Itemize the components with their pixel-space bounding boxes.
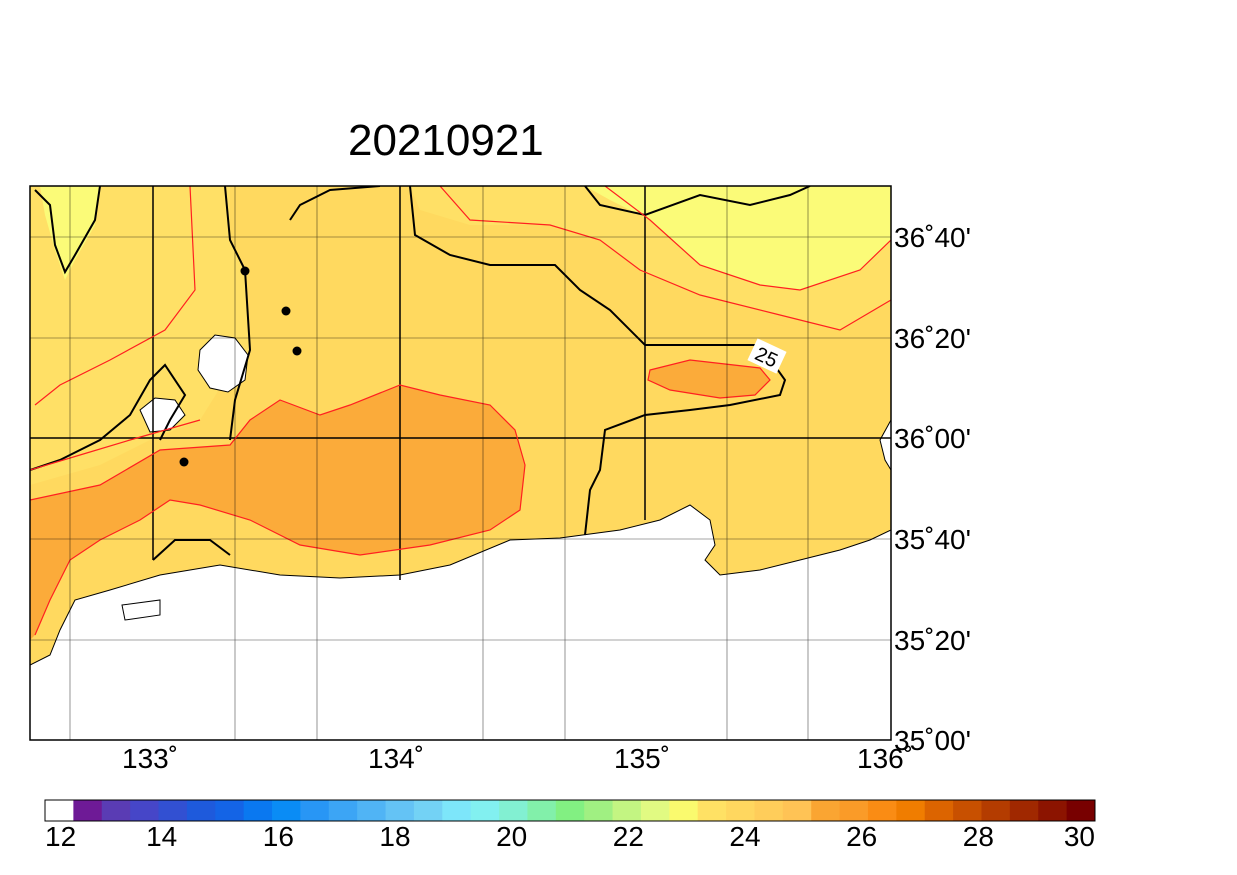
island-dogo bbox=[197, 334, 249, 393]
station-dots bbox=[179, 266, 302, 467]
colorbar-swatch bbox=[385, 800, 415, 821]
station-dot bbox=[179, 457, 189, 467]
station-dot bbox=[281, 306, 291, 316]
colorbar-swatch bbox=[811, 800, 841, 821]
map-field: 25 bbox=[30, 186, 891, 740]
colorbar bbox=[44, 799, 1096, 822]
lon-label-135: 135˚ bbox=[614, 743, 670, 774]
lon-label-136: 136˚ bbox=[857, 743, 913, 774]
colorbar-label: 18 bbox=[379, 821, 410, 852]
colorbar-swatch bbox=[754, 800, 784, 821]
colorbar-swatch bbox=[300, 800, 330, 821]
colorbar-label: 22 bbox=[613, 821, 644, 852]
longitude-axis: 133˚ 134˚ 135˚ 136˚ bbox=[122, 743, 913, 774]
sst-band-23-24-ne bbox=[585, 186, 891, 290]
map-frame bbox=[29, 185, 892, 741]
lon-label-134: 134˚ bbox=[368, 743, 424, 774]
colorbar-swatch bbox=[640, 800, 670, 821]
colorbar-swatch bbox=[186, 800, 216, 821]
colorbar-label: 16 bbox=[263, 821, 294, 852]
map-grid bbox=[30, 186, 891, 740]
map-title: 20210921 bbox=[348, 116, 544, 165]
colorbar-swatch bbox=[101, 800, 131, 821]
colorbar-label: 28 bbox=[963, 821, 994, 852]
colorbar-swatch bbox=[555, 800, 585, 821]
colorbar-swatch bbox=[924, 800, 954, 821]
colorbar-swatch bbox=[697, 800, 727, 821]
colorbar-swatch bbox=[272, 800, 301, 821]
station-dot bbox=[292, 346, 302, 356]
island-dozen bbox=[139, 397, 186, 433]
colorbar-swatch bbox=[243, 800, 273, 821]
lat-label-3540: 35˚40' bbox=[894, 524, 971, 555]
colorbar-swatch bbox=[328, 800, 358, 821]
lat-label-3620: 36˚20' bbox=[894, 323, 971, 354]
colorbar-swatch bbox=[981, 800, 1011, 821]
lon-label-133: 133˚ bbox=[122, 743, 178, 774]
colorbar-swatch bbox=[726, 800, 755, 821]
contours-red bbox=[30, 186, 891, 636]
latitude-axis: 36˚40' 36˚20' 36˚00' 35˚40' 35˚20' 35˚00… bbox=[894, 222, 971, 756]
sst-warm-patch bbox=[648, 360, 770, 398]
colorbar-swatch bbox=[782, 800, 812, 821]
colorbar-swatch bbox=[413, 800, 443, 821]
colorbar-swatch bbox=[584, 800, 614, 821]
land-east bbox=[879, 419, 891, 471]
colorbar-swatch bbox=[130, 800, 160, 821]
colorbar-swatch bbox=[527, 800, 557, 821]
sst-band-24-25 bbox=[30, 186, 250, 485]
colorbar-swatch bbox=[357, 800, 387, 821]
colorbar-label: 26 bbox=[846, 821, 877, 852]
colorbar-swatch bbox=[612, 800, 642, 821]
colorbar-labels: 12 14 16 18 20 22 24 26 28 30 bbox=[45, 821, 1095, 852]
colorbar-swatch bbox=[499, 800, 528, 821]
colorbar-swatch bbox=[953, 800, 982, 821]
colorbar-swatch bbox=[45, 800, 74, 821]
colorbar-swatch bbox=[442, 800, 472, 821]
colorbar-label: 14 bbox=[146, 821, 177, 852]
lat-label-3500: 35˚00' bbox=[894, 725, 971, 756]
land-honshu bbox=[30, 504, 891, 740]
colorbar-swatch bbox=[867, 800, 897, 821]
colorbar-swatch bbox=[215, 800, 245, 821]
colorbar-swatch bbox=[839, 800, 869, 821]
island-small bbox=[121, 599, 161, 621]
colorbar-label: 12 bbox=[45, 821, 76, 852]
colorbar-swatch bbox=[669, 800, 699, 821]
colorbar-label: 20 bbox=[496, 821, 527, 852]
colorbar-swatch bbox=[470, 800, 500, 821]
colorbar-swatch bbox=[896, 800, 926, 821]
station-dot bbox=[240, 266, 250, 276]
colorbar-label: 30 bbox=[1064, 821, 1095, 852]
colorbar-swatch bbox=[158, 800, 188, 821]
colorbar-swatch bbox=[1066, 800, 1096, 821]
colorbar-swatch bbox=[1038, 800, 1068, 821]
map-grid-bold bbox=[30, 186, 891, 580]
colorbar-frame bbox=[44, 799, 1096, 822]
lat-label-3640: 36˚40' bbox=[894, 222, 971, 253]
colorbar-swatch bbox=[1009, 800, 1039, 821]
contour-label-box: 25 bbox=[747, 338, 787, 374]
sst-band-26-27 bbox=[30, 385, 525, 640]
colorbar-swatch bbox=[73, 800, 103, 821]
lat-label-3520: 35˚20' bbox=[894, 625, 971, 656]
lat-label-3600: 36˚00' bbox=[894, 423, 971, 454]
colorbar-label: 24 bbox=[729, 821, 760, 852]
